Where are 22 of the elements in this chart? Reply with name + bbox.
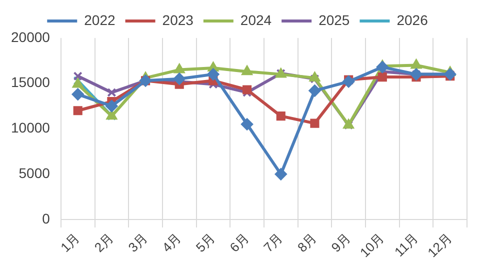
x-tick-label: 9月: [328, 230, 354, 256]
y-tick-label: 20000: [10, 28, 50, 45]
x-tick-label: 12月: [424, 230, 455, 260]
x-tick-label: 3月: [125, 230, 150, 256]
x-tick-label: 4月: [159, 230, 184, 256]
x-tick-label: 11月: [392, 230, 421, 260]
x-tick-label: 5月: [192, 230, 218, 256]
x-tick-label: 7月: [260, 230, 286, 256]
x-tick-label: 1月: [58, 230, 82, 256]
x-tick-label: 10月: [357, 230, 388, 260]
legend-label: 2024: [240, 12, 272, 28]
legend-label: 2025: [318, 12, 350, 28]
y-tick-label: 10000: [10, 120, 50, 136]
y-tick-label: 5000: [18, 165, 50, 182]
y-tick-label: 15000: [10, 74, 50, 90]
legend-label: 2022: [84, 12, 116, 28]
legend-label: 2023: [162, 12, 194, 28]
y-tick-label: 0: [42, 210, 50, 226]
legend-label: 2026: [396, 12, 428, 28]
x-tick-label: 8月: [294, 230, 320, 256]
x-tick-label: 2月: [91, 230, 116, 256]
x-tick-label: 6月: [226, 230, 252, 256]
